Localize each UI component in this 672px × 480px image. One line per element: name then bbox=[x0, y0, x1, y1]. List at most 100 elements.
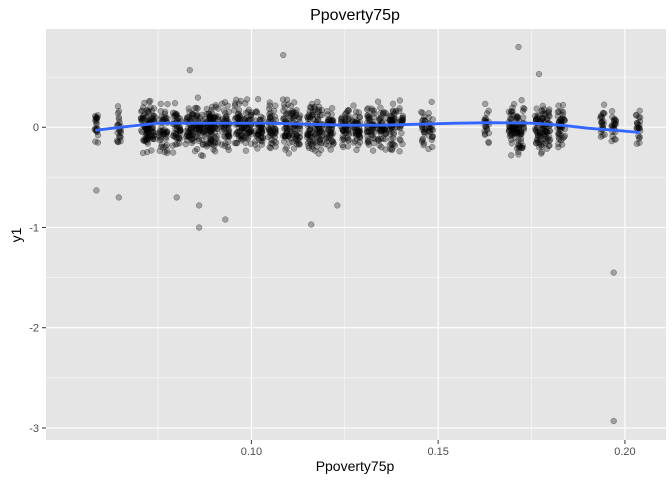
data-point bbox=[176, 128, 183, 135]
data-point bbox=[148, 126, 155, 134]
data-point bbox=[509, 124, 517, 131]
data-point bbox=[244, 135, 251, 143]
data-point bbox=[296, 134, 303, 141]
data-point bbox=[248, 111, 255, 118]
data-point bbox=[157, 134, 164, 141]
data-point bbox=[161, 115, 169, 122]
data-point bbox=[221, 142, 228, 150]
data-point bbox=[213, 115, 220, 122]
data-point bbox=[225, 108, 233, 116]
data-point bbox=[356, 128, 363, 135]
data-point bbox=[116, 119, 123, 126]
data-point bbox=[310, 104, 317, 111]
data-point bbox=[515, 114, 522, 121]
data-point bbox=[515, 148, 522, 156]
data-point bbox=[289, 108, 296, 115]
data-point bbox=[318, 127, 325, 135]
data-point bbox=[149, 128, 156, 136]
data-point bbox=[518, 144, 526, 152]
data-point bbox=[221, 133, 228, 140]
data-point bbox=[508, 152, 515, 159]
data-point bbox=[539, 114, 546, 122]
data-point bbox=[201, 125, 208, 133]
data-point bbox=[511, 129, 518, 137]
data-point bbox=[328, 132, 335, 139]
data-point bbox=[115, 116, 123, 123]
data-point bbox=[238, 132, 245, 139]
data-point bbox=[512, 125, 519, 132]
data-point bbox=[188, 128, 195, 136]
data-point bbox=[636, 134, 644, 141]
data-point bbox=[254, 130, 261, 138]
data-point bbox=[144, 107, 152, 115]
data-point bbox=[162, 131, 170, 138]
data-point bbox=[159, 130, 166, 138]
data-point bbox=[334, 202, 341, 209]
data-point bbox=[377, 130, 384, 137]
data-point bbox=[148, 147, 155, 154]
data-point bbox=[194, 94, 202, 101]
data-point bbox=[150, 129, 157, 136]
data-point bbox=[365, 141, 373, 148]
data-point bbox=[296, 114, 303, 121]
data-point bbox=[519, 107, 527, 115]
data-point bbox=[305, 111, 312, 118]
data-point bbox=[205, 110, 213, 117]
data-point bbox=[371, 114, 378, 121]
data-point bbox=[174, 140, 181, 148]
data-point bbox=[377, 116, 384, 123]
data-point bbox=[319, 132, 326, 139]
data-point bbox=[345, 106, 352, 114]
data-point bbox=[306, 138, 313, 145]
data-point bbox=[339, 127, 347, 135]
data-point bbox=[148, 114, 156, 121]
data-point bbox=[635, 132, 642, 140]
data-point bbox=[370, 129, 378, 136]
data-point bbox=[93, 117, 100, 124]
data-point bbox=[366, 114, 373, 121]
data-point bbox=[139, 116, 146, 123]
data-point bbox=[169, 109, 177, 117]
data-point bbox=[390, 116, 398, 123]
data-point bbox=[266, 126, 273, 133]
data-point bbox=[389, 145, 396, 153]
data-point bbox=[213, 125, 221, 132]
data-point bbox=[117, 133, 124, 140]
data-point bbox=[389, 107, 397, 114]
data-point bbox=[92, 115, 100, 122]
data-point bbox=[151, 132, 158, 139]
data-point bbox=[506, 126, 513, 134]
data-point bbox=[140, 115, 147, 122]
data-point bbox=[234, 130, 241, 137]
data-point bbox=[557, 115, 565, 122]
data-point bbox=[188, 139, 196, 146]
data-point bbox=[183, 131, 191, 138]
data-point bbox=[354, 131, 361, 138]
data-point bbox=[509, 125, 516, 132]
data-point bbox=[280, 115, 287, 123]
data-point bbox=[235, 100, 243, 107]
data-point bbox=[199, 140, 207, 147]
data-point bbox=[290, 145, 298, 152]
data-point bbox=[309, 112, 316, 119]
data-point bbox=[280, 114, 288, 121]
data-point bbox=[304, 139, 312, 147]
data-point bbox=[343, 130, 350, 137]
data-point bbox=[482, 114, 489, 122]
data-point bbox=[158, 113, 165, 120]
data-point bbox=[185, 114, 193, 121]
data-point bbox=[370, 139, 377, 147]
data-point bbox=[158, 141, 165, 148]
data-point bbox=[306, 104, 314, 111]
data-point bbox=[291, 130, 298, 138]
data-point bbox=[312, 106, 319, 113]
data-point bbox=[481, 131, 489, 138]
data-point bbox=[421, 126, 428, 133]
data-point bbox=[140, 113, 147, 120]
data-point bbox=[633, 124, 640, 131]
data-point bbox=[295, 141, 303, 148]
data-point bbox=[536, 144, 543, 151]
data-point bbox=[282, 132, 289, 140]
data-point bbox=[235, 107, 243, 114]
